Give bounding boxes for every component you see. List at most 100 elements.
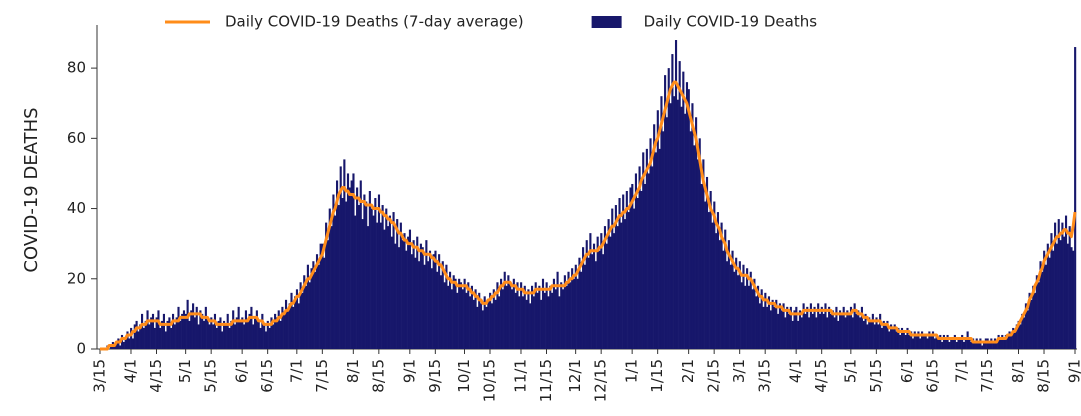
bar [758,303,761,349]
x-tick-label: 11/1 [511,359,529,393]
x-tick-label: 3/15 [91,359,109,393]
bar [718,240,721,349]
bar [379,222,382,349]
bar [937,338,940,349]
bar [755,296,758,349]
bar [944,338,947,349]
bar [687,89,690,349]
bar [130,327,133,349]
bar [448,271,452,349]
bar [811,313,814,349]
bar [131,338,135,349]
bar [715,233,718,349]
bar [255,310,258,349]
bar [700,183,703,349]
bar [341,198,344,349]
bar [388,215,391,349]
bar [1037,282,1040,349]
bar [576,278,579,349]
bar [654,152,658,349]
bar [970,341,973,349]
bar [791,320,794,349]
bar [986,338,989,349]
bar [968,338,971,349]
bar [933,338,936,349]
bar [1055,243,1058,349]
bar [1026,310,1029,349]
bar [565,285,568,349]
bar [201,313,204,349]
x-tick-label: 9/15 [426,359,444,393]
bar [766,306,769,349]
bar [332,194,335,349]
x-tick-label: 10/1 [455,359,473,393]
bar [622,194,625,349]
bar [257,320,260,349]
bar [582,247,585,349]
bar [387,226,390,349]
bar [917,331,920,349]
bar [818,313,822,349]
bar [634,173,638,349]
bar [605,243,608,349]
bar [230,320,233,349]
bar [352,173,355,349]
bar [206,317,209,349]
x-tick-label: 5/1 [176,359,194,383]
bar [263,324,266,349]
bar [866,324,869,349]
bar [421,247,424,349]
y-tick-label: 40 [67,199,86,217]
bar [848,313,851,349]
bar [797,320,800,349]
bar [472,299,475,349]
bar [820,306,823,349]
bar [720,222,723,349]
bar [392,212,395,349]
bar [321,243,324,349]
bar [673,96,676,349]
bar [377,194,381,349]
bar [780,310,783,349]
bar [607,219,610,349]
bar [771,299,774,349]
bar [921,331,924,349]
bar [762,306,765,349]
bar [474,289,477,349]
bar [633,208,636,349]
bar [150,317,153,349]
bar [789,306,792,349]
bar [787,313,791,349]
bar [567,271,570,349]
bar [281,306,284,349]
bar [536,292,539,349]
bar [509,282,512,349]
x-tick-label: 5/15 [202,359,220,393]
bar [984,338,987,349]
bar [961,334,964,349]
bar [354,215,357,349]
bar [188,320,191,349]
bar [403,233,406,349]
bar [966,331,969,349]
bar [642,152,645,349]
bar [461,289,464,349]
bar [592,243,596,349]
bar [713,201,716,349]
bar [948,341,951,349]
bar [939,334,942,349]
bar [837,320,840,349]
bar [696,159,699,349]
bar [173,324,176,349]
bar [253,317,257,349]
bar [636,198,639,349]
bar [784,317,787,349]
bar [684,113,687,349]
bar [1012,327,1015,349]
bar [689,131,692,349]
bar [802,303,805,349]
bar [151,313,155,349]
bar [531,285,534,349]
bar [735,257,738,349]
bar [993,338,997,349]
